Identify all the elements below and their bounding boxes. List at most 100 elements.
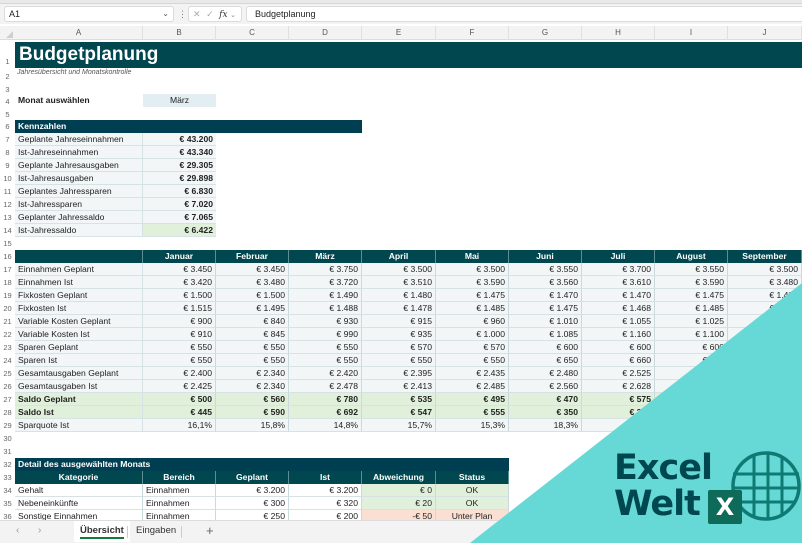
- status-badge[interactable]: OK: [436, 484, 509, 497]
- value-cell[interactable]: € 1.470: [582, 289, 655, 302]
- detail-kategorie[interactable]: Gehalt: [15, 484, 143, 497]
- value-cell[interactable]: € 550: [143, 354, 216, 367]
- row-header[interactable]: 19: [3, 291, 12, 300]
- value-cell[interactable]: € 445: [143, 406, 216, 419]
- value-cell[interactable]: € 2.525: [582, 367, 655, 380]
- value-cell[interactable]: € 3.510: [362, 276, 436, 289]
- value-cell[interactable]: € 2.420: [289, 367, 362, 380]
- value-cell[interactable]: € 1.485: [728, 302, 802, 315]
- value-cell[interactable]: € 2.560: [509, 380, 582, 393]
- value-cell[interactable]: € 600: [582, 341, 655, 354]
- value-cell[interactable]: € 550: [143, 341, 216, 354]
- value-cell[interactable]: € 1.488: [289, 302, 362, 315]
- kpi-value[interactable]: € 7.020: [143, 198, 216, 211]
- row-label[interactable]: Sparquote Ist: [15, 419, 143, 432]
- row-header[interactable]: 23: [3, 343, 12, 352]
- value-cell[interactable]: € 570: [362, 341, 436, 354]
- value-cell[interactable]: [728, 341, 802, 354]
- row-header[interactable]: 22: [3, 330, 12, 339]
- value-cell[interactable]: € 1.010: [509, 315, 582, 328]
- value-cell[interactable]: € 840: [216, 315, 289, 328]
- value-cell[interactable]: € 500: [143, 393, 216, 406]
- column-header-i[interactable]: I: [655, 26, 728, 40]
- kpi-value[interactable]: € 29.305: [143, 159, 216, 172]
- value-cell[interactable]: [728, 354, 802, 367]
- detail-ist[interactable]: € 320: [289, 497, 362, 510]
- row-header[interactable]: 3: [5, 85, 10, 94]
- value-cell[interactable]: € 900: [143, 315, 216, 328]
- row-header[interactable]: 36: [3, 512, 12, 521]
- value-cell[interactable]: € 1.475: [655, 289, 728, 302]
- value-cell[interactable]: € 1.485: [655, 302, 728, 315]
- kpi-label[interactable]: Geplante Jahresausgaben: [15, 159, 143, 172]
- value-cell[interactable]: [728, 380, 802, 393]
- name-box[interactable]: A1 ⌄: [4, 6, 174, 22]
- row-label[interactable]: Sparen Geplant: [15, 341, 143, 354]
- value-cell[interactable]: € 845: [216, 328, 289, 341]
- kpi-label[interactable]: Ist-Jahreseinnahmen: [15, 146, 143, 159]
- value-cell[interactable]: € 1.515: [143, 302, 216, 315]
- kpi-label[interactable]: Ist-Jahresausgaben: [15, 172, 143, 185]
- row-header[interactable]: 32: [3, 460, 12, 469]
- value-cell[interactable]: € 2.413: [362, 380, 436, 393]
- value-cell[interactable]: € 1.485: [436, 302, 509, 315]
- row-header[interactable]: 9: [5, 161, 10, 170]
- row-header[interactable]: 15: [3, 239, 12, 248]
- value-cell[interactable]: € 550: [436, 354, 509, 367]
- add-sheet-button[interactable]: +: [206, 523, 214, 538]
- status-badge[interactable]: Unter Plan: [436, 510, 509, 520]
- row-header[interactable]: 26: [3, 382, 12, 391]
- row-header[interactable]: 24: [3, 356, 12, 365]
- value-cell[interactable]: € 1.085: [509, 328, 582, 341]
- value-cell[interactable]: [728, 328, 802, 341]
- column-header-f[interactable]: F: [436, 26, 509, 40]
- row-label[interactable]: Saldo Geplant: [15, 393, 143, 406]
- detail-kategorie[interactable]: Sonstige Einnahmen: [15, 510, 143, 520]
- value-cell[interactable]: € 322: [582, 406, 655, 419]
- row-header[interactable]: 17: [3, 265, 12, 274]
- value-cell[interactable]: € 570: [436, 341, 509, 354]
- value-cell[interactable]: € 3.480: [216, 276, 289, 289]
- value-cell[interactable]: € 1.160: [582, 328, 655, 341]
- prev-sheet-icon[interactable]: ‹: [16, 525, 20, 536]
- value-cell[interactable]: € 547: [362, 406, 436, 419]
- value-cell[interactable]: 15,8%: [216, 419, 289, 432]
- detail-kategorie[interactable]: Nebeneinkünfte: [15, 497, 143, 510]
- column-header-g[interactable]: G: [509, 26, 582, 40]
- chevron-down-icon[interactable]: ⌄: [162, 9, 169, 18]
- value-cell[interactable]: € 3.450: [143, 263, 216, 276]
- row-header[interactable]: 7: [5, 135, 10, 144]
- value-cell[interactable]: € 1.480: [728, 289, 802, 302]
- value-cell[interactable]: [655, 380, 728, 393]
- detail-bereich[interactable]: Einnahmen: [143, 484, 216, 497]
- detail-abweichung[interactable]: -€ 50: [362, 510, 436, 520]
- detail-bereich[interactable]: Einnahmen: [143, 510, 216, 520]
- kpi-value[interactable]: € 7.065: [143, 211, 216, 224]
- value-cell[interactable]: [728, 367, 802, 380]
- column-header-e[interactable]: E: [362, 26, 436, 40]
- value-cell[interactable]: € 915: [362, 315, 436, 328]
- value-cell[interactable]: € 2.480: [509, 367, 582, 380]
- value-cell[interactable]: € 600: [655, 341, 728, 354]
- value-cell[interactable]: € 550: [289, 341, 362, 354]
- column-header-b[interactable]: B: [143, 26, 216, 40]
- value-cell[interactable]: € 3.420: [143, 276, 216, 289]
- row-header[interactable]: 28: [3, 408, 12, 417]
- value-cell[interactable]: € 3.700: [582, 263, 655, 276]
- select-all-button[interactable]: [0, 26, 15, 40]
- row-header[interactable]: 33: [3, 473, 12, 482]
- row-header[interactable]: 34: [3, 486, 12, 495]
- kpi-value[interactable]: € 6.422: [143, 224, 216, 237]
- row-label[interactable]: Gesamtausgaben Ist: [15, 380, 143, 393]
- value-cell[interactable]: € 495: [436, 393, 509, 406]
- status-badge[interactable]: OK: [436, 497, 509, 510]
- column-header-c[interactable]: C: [216, 26, 289, 40]
- kpi-value[interactable]: € 43.200: [143, 133, 216, 146]
- value-cell[interactable]: € 550: [216, 341, 289, 354]
- value-cell[interactable]: € 3.500: [436, 263, 509, 276]
- row-header[interactable]: 11: [3, 187, 12, 196]
- value-cell[interactable]: € 2.395: [362, 367, 436, 380]
- row-header[interactable]: 35: [3, 499, 12, 508]
- row-label[interactable]: Einnahmen Ist: [15, 276, 143, 289]
- chevron-down-icon[interactable]: ⌄: [230, 12, 236, 19]
